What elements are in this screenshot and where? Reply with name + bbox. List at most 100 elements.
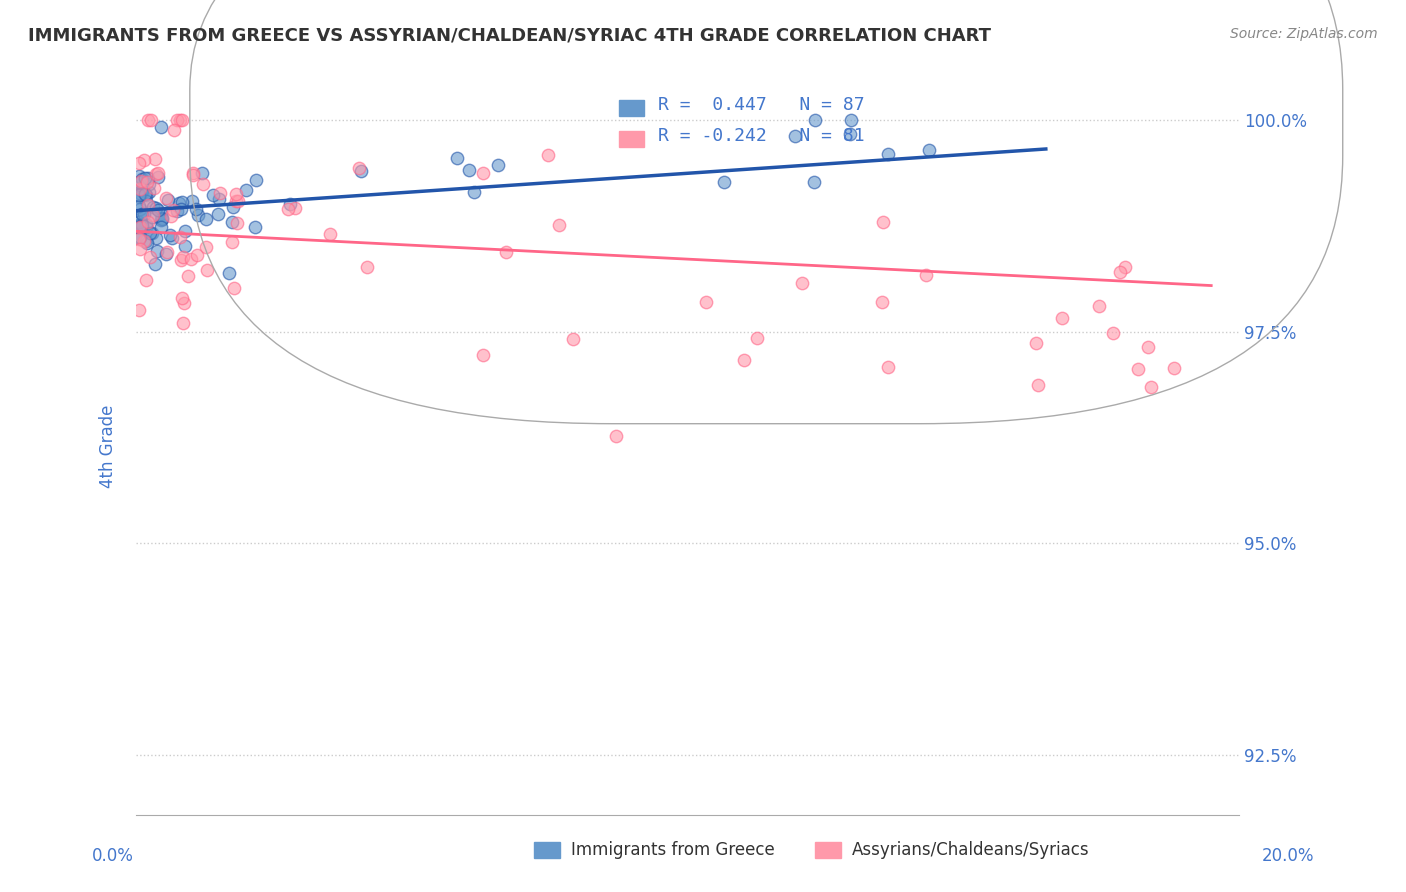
Point (162, 202, 184, 217)
Point (143, 257, 166, 271)
Point (128, 232, 150, 246)
Point (202, 188, 225, 202)
Point (138, 250, 160, 264)
Point (129, 182, 152, 196)
Point (1026, 377, 1049, 392)
Point (142, 200, 165, 214)
Point (173, 223, 195, 237)
Point (349, 161, 371, 175)
Point (129, 242, 152, 256)
Y-axis label: 4th Grade: 4th Grade (100, 404, 117, 488)
Point (495, 244, 517, 259)
Point (186, 248, 208, 262)
Point (134, 207, 156, 221)
Point (141, 211, 163, 225)
Point (129, 182, 152, 196)
Point (446, 151, 468, 165)
Point (128, 202, 150, 216)
Point (207, 207, 229, 221)
Point (128, 303, 150, 318)
Point (150, 219, 173, 234)
Point (208, 186, 231, 200)
Point (194, 240, 217, 254)
Point (138, 215, 160, 229)
Point (145, 244, 167, 258)
Point (136, 235, 159, 250)
Point (1114, 260, 1136, 275)
Point (562, 332, 585, 346)
Point (134, 187, 156, 202)
Point (135, 234, 157, 248)
Point (356, 260, 378, 274)
Point (136, 198, 159, 212)
Point (135, 273, 157, 287)
Point (129, 229, 152, 244)
Point (803, 175, 825, 189)
Point (128, 175, 150, 189)
Point (1139, 380, 1161, 394)
Point (173, 295, 195, 310)
Point (1109, 265, 1132, 279)
Point (128, 218, 150, 232)
Point (472, 166, 495, 180)
Point (471, 348, 494, 362)
Point (278, 197, 301, 211)
Point (163, 122, 186, 136)
Point (1136, 340, 1159, 354)
Text: R =  0.447   N = 87: R = 0.447 N = 87 (658, 96, 865, 114)
Point (221, 215, 243, 229)
Text: Immigrants from Greece: Immigrants from Greece (571, 841, 775, 859)
Point (145, 167, 167, 181)
Point (877, 146, 900, 161)
Point (605, 429, 627, 443)
Point (131, 172, 153, 186)
Point (138, 226, 160, 240)
Point (132, 234, 155, 248)
Point (877, 359, 900, 374)
Point (180, 252, 202, 266)
Point (150, 207, 173, 221)
Point (128, 188, 150, 202)
Point (180, 194, 202, 208)
Point (915, 268, 938, 282)
Point (131, 207, 153, 221)
Text: 0.0%: 0.0% (91, 847, 134, 865)
Point (191, 178, 214, 192)
Point (135, 194, 157, 208)
Point (169, 230, 191, 244)
Point (1163, 360, 1185, 375)
Point (170, 202, 193, 216)
Point (803, 112, 825, 127)
Point (150, 211, 173, 226)
Text: 20.0%: 20.0% (1263, 847, 1315, 865)
Point (872, 215, 894, 229)
Point (463, 185, 485, 199)
Point (156, 193, 179, 207)
Point (187, 209, 209, 223)
Point (224, 280, 246, 294)
Point (1101, 326, 1123, 341)
Point (131, 180, 153, 194)
Point (131, 207, 153, 221)
Point (129, 218, 152, 232)
Point (350, 164, 373, 178)
Point (128, 169, 150, 184)
Point (918, 144, 941, 158)
Point (486, 158, 509, 172)
Text: R = -0.242   N = 81: R = -0.242 N = 81 (658, 128, 865, 145)
Point (135, 217, 157, 231)
Point (284, 201, 307, 215)
Point (136, 171, 159, 186)
Point (218, 267, 240, 281)
Point (132, 153, 155, 168)
Point (733, 352, 755, 367)
Point (225, 194, 247, 208)
Point (537, 148, 560, 162)
Point (146, 202, 169, 217)
Point (839, 112, 862, 127)
Point (139, 112, 162, 127)
Point (136, 175, 159, 189)
Point (221, 235, 243, 250)
Point (221, 200, 243, 214)
Point (135, 188, 157, 202)
